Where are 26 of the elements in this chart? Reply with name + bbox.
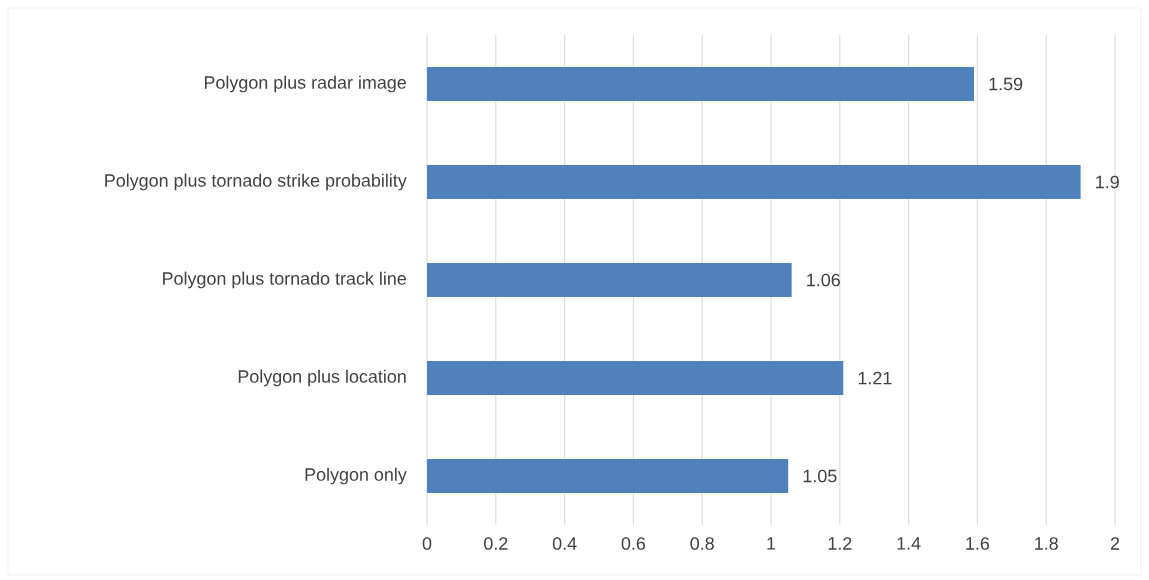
data-label: 1.9 <box>1096 175 1119 189</box>
bar <box>427 66 974 101</box>
x-tick-label: 0.4 <box>552 537 577 550</box>
x-tick-label: 1.6 <box>966 537 990 550</box>
bar <box>427 262 792 297</box>
bar <box>427 458 789 493</box>
data-label: 1.05 <box>803 469 837 483</box>
x-tick-label: 2 <box>1110 537 1120 550</box>
y-tick-label: Polygon only <box>305 467 407 485</box>
y-tick-label: Polygon plus radar image <box>204 75 406 93</box>
x-tick-label: 1.2 <box>828 537 852 550</box>
x-tick-label: 0.6 <box>621 537 646 550</box>
data-label: 1.06 <box>807 273 840 287</box>
y-tick-label: Polygon plus tornado strike probability <box>105 173 407 191</box>
y-tick-label: Polygon plus location <box>238 369 406 387</box>
x-tick-label: 0.8 <box>690 537 714 550</box>
y-tick-label: Polygon plus tornado track line <box>163 271 406 289</box>
x-tick-label: 1.4 <box>897 537 921 550</box>
data-label: 1.59 <box>989 77 1023 91</box>
x-tick-label: 0 <box>422 537 432 550</box>
data-label: 1.21 <box>858 371 892 385</box>
x-tick-label: 1 <box>767 537 776 550</box>
x-tick-label: 0.2 <box>484 537 508 550</box>
bar <box>427 164 1081 199</box>
bar <box>427 360 844 395</box>
x-tick-label: 1.8 <box>1035 537 1058 550</box>
